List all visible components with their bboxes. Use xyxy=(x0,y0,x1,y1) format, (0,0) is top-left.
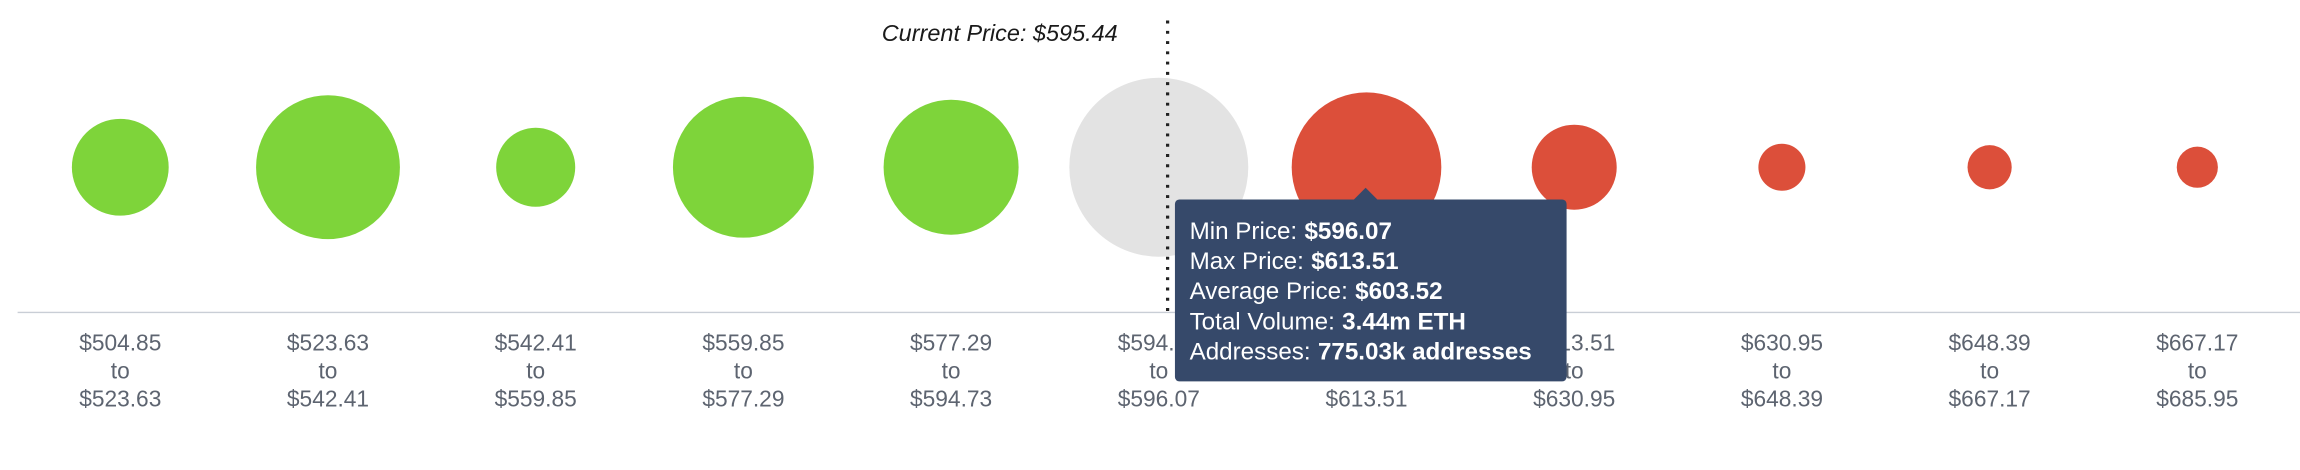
range-to: $542.41 xyxy=(287,385,369,411)
range-to: $648.39 xyxy=(1741,385,1823,411)
tooltip-box xyxy=(1174,199,1567,382)
tooltip-value: $596.07 xyxy=(1304,218,1391,245)
range-from: $542.41 xyxy=(495,330,577,356)
category-labels: $504.85to$523.63$523.63to$542.41$542.41t… xyxy=(79,330,2238,412)
range-separator: to xyxy=(1149,357,1168,383)
bubble xyxy=(1758,143,1806,191)
tooltip-label: Total Volume: xyxy=(1190,308,1335,335)
tooltip-value: $603.52 xyxy=(1355,278,1442,305)
tooltip-label: Min Price: xyxy=(1190,218,1298,245)
tooltip-row: Min Price: $596.07 xyxy=(1190,218,1392,245)
range-separator: to xyxy=(2188,357,2207,383)
bubble xyxy=(256,95,400,240)
bubble xyxy=(1531,124,1617,210)
bubble xyxy=(71,118,169,216)
range-separator: to xyxy=(319,357,338,383)
range-from: $559.85 xyxy=(702,330,784,356)
current-price-label: Current Price: $595.44 xyxy=(882,20,1118,46)
bubble xyxy=(496,127,576,207)
range-to: $630.95 xyxy=(1533,385,1615,411)
range-separator: to xyxy=(526,357,545,383)
range-from: $630.95 xyxy=(1741,330,1823,356)
tooltip-label: Max Price: xyxy=(1190,248,1304,275)
tooltip-row: Total Volume: 3.44m ETH xyxy=(1190,308,1466,335)
tooltip-value: 3.44m ETH xyxy=(1342,308,1466,335)
tooltip-arrow xyxy=(1352,187,1379,201)
range-from: $504.85 xyxy=(79,330,161,356)
range-to: $577.29 xyxy=(702,385,784,411)
range-separator: to xyxy=(111,357,130,383)
tooltip-value: 775.03k addresses xyxy=(1318,338,1532,365)
range-from: $523.63 xyxy=(287,330,369,356)
bubble xyxy=(1967,145,2012,190)
range-to: $613.51 xyxy=(1325,385,1407,411)
bubble xyxy=(2176,146,2218,188)
range-separator: to xyxy=(734,357,753,383)
range-to: $594.73 xyxy=(910,385,992,411)
tooltip-row: Average Price: $603.52 xyxy=(1190,278,1443,305)
range-from: $667.17 xyxy=(2156,330,2238,356)
range-to: $523.63 xyxy=(79,385,161,411)
bubble xyxy=(672,96,814,238)
range-separator: to xyxy=(1565,357,1584,383)
tooltip-value: $613.51 xyxy=(1311,248,1398,275)
range-to: $559.85 xyxy=(495,385,577,411)
range-from: $577.29 xyxy=(910,330,992,356)
tooltip-label: Average Price: xyxy=(1190,278,1348,305)
range-to: $596.07 xyxy=(1118,385,1200,411)
range-from: $648.39 xyxy=(1949,330,2031,356)
tooltip-label: Addresses: xyxy=(1190,338,1311,365)
tooltip-row: Max Price: $613.51 xyxy=(1190,248,1399,275)
range-separator: to xyxy=(1772,357,1791,383)
bubbles xyxy=(71,77,2218,257)
range-separator: to xyxy=(942,357,961,383)
range-separator: to xyxy=(1980,357,1999,383)
bubble xyxy=(883,99,1019,235)
range-to: $685.95 xyxy=(2156,385,2238,411)
range-to: $667.17 xyxy=(1949,385,2031,411)
tooltip-row: Addresses: 775.03k addresses xyxy=(1190,338,1532,365)
